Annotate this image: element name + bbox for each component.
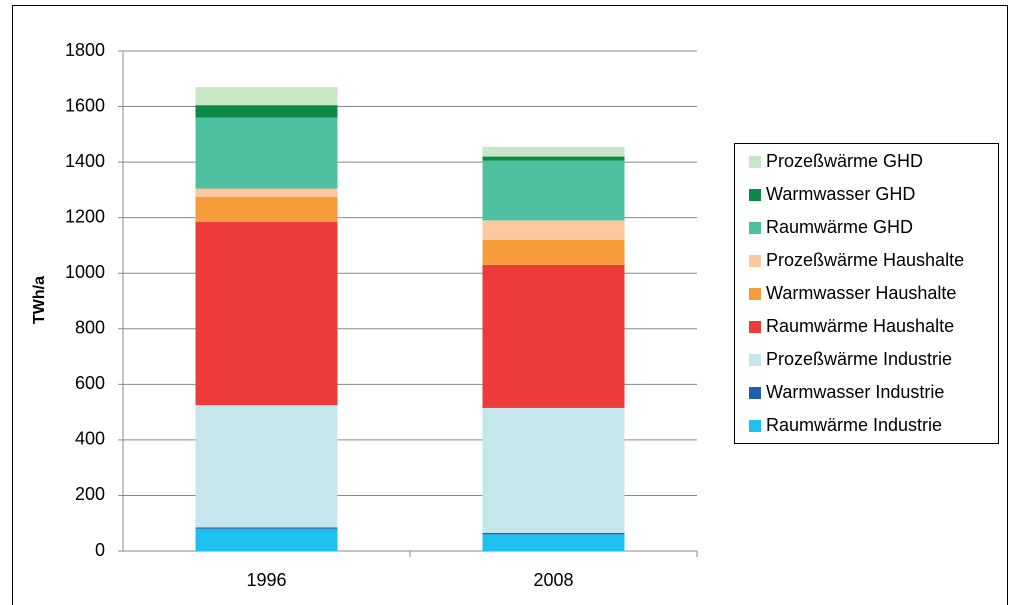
legend-label: Warmwasser GHD [766,184,915,204]
legend-label: Warmwasser Haushalte [766,283,956,303]
legend-swatch [749,354,761,366]
y-tick-label: 1000 [65,262,105,282]
legend-label: Prozeßwärme Industrie [766,349,952,369]
x-tick-label: 1996 [246,570,286,590]
bar-segment [482,220,625,240]
bar-segment [195,528,338,551]
y-tick-label: 800 [75,318,105,338]
bar-segment [482,534,625,551]
x-tick-label: 2008 [533,570,573,590]
legend-label: Raumwärme Haushalte [766,316,954,336]
bar-segment [195,527,338,529]
bar-segment [482,160,625,221]
legend-swatch [749,255,761,267]
y-axis-label: TWh/a [31,276,48,324]
y-tick-label: 0 [95,540,105,560]
bar-segment [482,239,625,265]
bar-segment [195,87,338,106]
legend-swatch [749,156,761,168]
legend-swatch [749,321,761,333]
bar-segment [195,196,338,222]
y-tick-label: 1800 [65,40,105,60]
y-tick-label: 200 [75,484,105,504]
legend-label: Raumwärme Industrie [766,415,942,435]
bar-segment [195,188,338,197]
bar-segment [482,532,625,535]
legend-label: Raumwärme GHD [766,217,913,237]
y-tick-label: 1200 [65,206,105,226]
legend-swatch [749,288,761,300]
legend-swatch [749,189,761,201]
y-tick-label: 600 [75,373,105,393]
legend-swatch [749,420,761,432]
y-tick-label: 1400 [65,151,105,171]
bar-segment [482,146,625,157]
legend-label: Prozeßwärme Haushalte [766,250,964,270]
y-tick-label: 400 [75,429,105,449]
legend-swatch [749,222,761,234]
bar-segment [482,264,625,408]
bar-segment [195,105,338,118]
bar-segment [482,407,625,533]
legend-swatch [749,387,761,399]
legend-label: Warmwasser Industrie [766,382,944,402]
bar-segment [195,405,338,528]
bar-segment [195,221,338,406]
y-tick-label: 1600 [65,95,105,115]
bar-segment [482,156,625,161]
legend-box [734,143,999,444]
legend-label: Prozeßwärme GHD [766,151,923,171]
bar-segment [195,117,338,189]
